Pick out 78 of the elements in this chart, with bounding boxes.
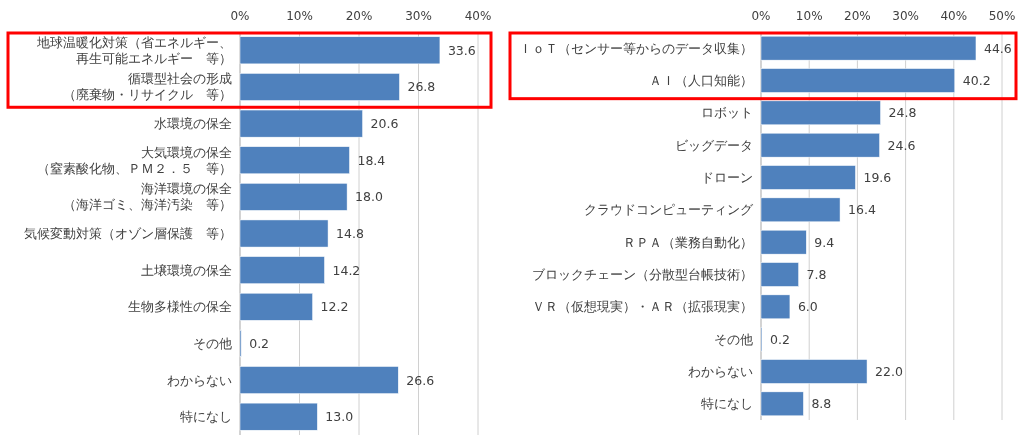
y-tick-label: ＡＩ（人口知能）: [649, 73, 753, 88]
data-label: 6.0: [797, 299, 818, 315]
data-label: 16.4: [848, 202, 876, 218]
data-label: 24.6: [887, 137, 916, 153]
bar: [239, 146, 350, 175]
y-tick-label: その他: [714, 331, 753, 347]
bar: [239, 256, 325, 284]
bar: [760, 68, 956, 93]
data-label: 7.8: [806, 267, 827, 282]
y-tick-label: ブロックチェーン（分散型台帳技術）: [532, 267, 753, 282]
data-label: 26.6: [406, 372, 435, 388]
y-tick-label: ＶＲ（仮想現実）・ＡＲ（拡張現実）: [532, 299, 753, 315]
y-tick-label: その他: [193, 335, 232, 351]
bar: [760, 229, 807, 255]
data-label: 14.2: [332, 262, 361, 278]
x-tick-label: 30%: [892, 9, 919, 23]
x-tick-label: 10%: [286, 9, 313, 23]
y-tick-label: 循環型社会の形成（廃棄物・リサイクル 等）: [63, 71, 232, 103]
x-tick-label: 0%: [751, 9, 771, 23]
y-tick-label: 水環境の保全: [154, 116, 232, 132]
y-tick-label: 気候変動対策（オゾン層保護 等）: [24, 226, 232, 241]
bar: [760, 132, 880, 158]
y-tick-label: ＩｏＴ（センサー等からのデータ収集）: [519, 40, 753, 56]
data-label: 8.8: [811, 396, 832, 412]
y-tick-label: クラウドコンピューティング: [584, 202, 754, 218]
data-label: 33.6: [447, 42, 476, 58]
data-label: 26.8: [407, 79, 436, 95]
y-tick-label: ロボット: [701, 105, 753, 121]
y-tick-label: 海洋環境の保全（海洋ゴミ、海洋汚染 等）: [63, 181, 232, 213]
bar: [239, 36, 441, 65]
x-tick-label: 20%: [844, 9, 871, 23]
y-tick-label: 地球温暖化対策（省エネルギー、再生可能エネルギー 等）: [36, 34, 232, 66]
bar: [760, 359, 868, 384]
data-label: 20.6: [370, 116, 399, 132]
data-label: 13.0: [325, 409, 354, 425]
data-label: 12.2: [320, 299, 349, 315]
y-tick-label: ＲＰＡ（業務自動化）: [623, 234, 753, 250]
data-label: 18.4: [357, 152, 386, 168]
data-label: 40.2: [962, 73, 991, 88]
bar: [760, 391, 804, 417]
y-tick-label: ビッグデータ: [675, 137, 753, 153]
data-label: 18.0: [355, 189, 383, 205]
x-tick-label: 0%: [230, 9, 250, 23]
bar: [760, 197, 841, 223]
bar: [239, 183, 348, 211]
y-tick-label: 生物多様性の保全: [128, 299, 232, 315]
bar: [239, 366, 399, 394]
data-label: 24.8: [888, 105, 917, 121]
y-tick-label: 大気環境の保全（窒素酸化物、ＰＭ２．５ 等）: [37, 144, 232, 176]
x-tick-label: 30%: [405, 9, 432, 23]
data-label: 19.6: [863, 170, 892, 185]
bar: [760, 294, 791, 320]
y-tick-label: 特になし: [180, 409, 232, 425]
bar: [239, 292, 313, 321]
x-tick-label: 40%: [464, 9, 492, 23]
x-tick-label: 10%: [795, 9, 823, 23]
x-tick-label: 40%: [940, 9, 968, 23]
data-label: 22.0: [875, 364, 903, 379]
bar: [760, 100, 881, 126]
x-tick-label: 20%: [345, 9, 373, 23]
data-label: 9.4: [814, 234, 835, 250]
data-label: 0.2: [249, 335, 270, 351]
data-label: 0.2: [769, 331, 790, 347]
bar: [239, 73, 400, 101]
bar: [239, 219, 329, 248]
bar: [760, 262, 799, 287]
y-tick-label: 土壌環境の保全: [141, 262, 232, 278]
bar: [239, 402, 318, 431]
y-tick-label: 特になし: [701, 396, 753, 412]
data-label: 44.6: [983, 40, 1012, 56]
x-tick-label: 50%: [988, 9, 1016, 23]
bar: [239, 109, 363, 138]
y-tick-label: わからない: [688, 364, 753, 379]
y-tick-label: ドローン: [701, 170, 753, 185]
data-label: 14.8: [336, 226, 364, 241]
bar: [760, 165, 856, 190]
bar: [760, 35, 977, 61]
y-tick-label: わからない: [167, 372, 232, 388]
